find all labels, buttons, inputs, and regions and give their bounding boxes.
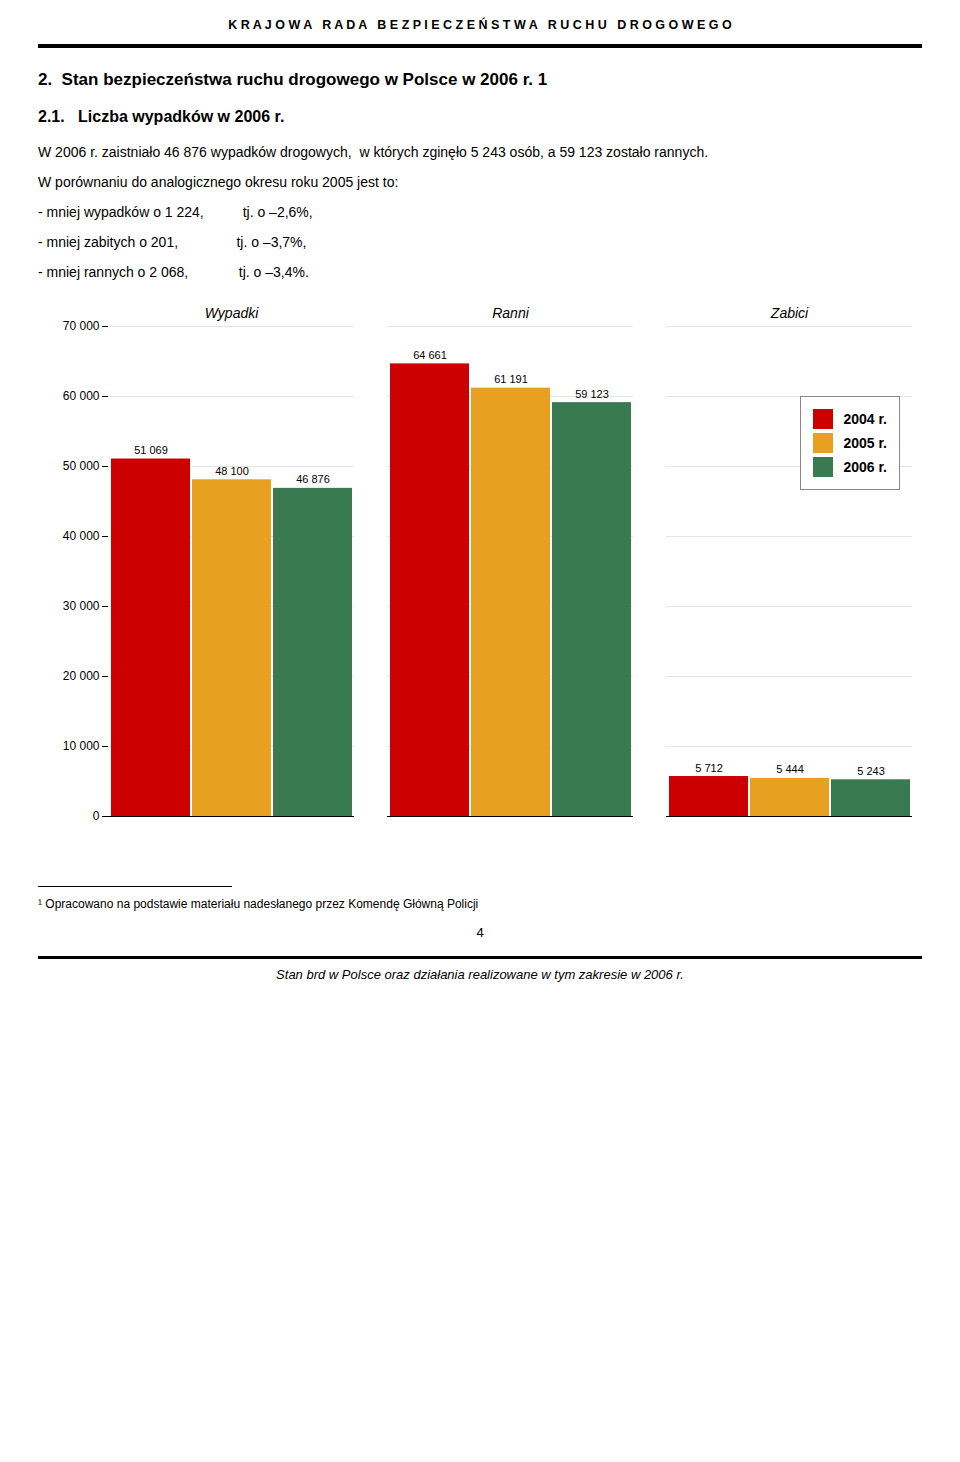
svg-text:Ranni: Ranni [492,305,529,321]
html-text:- mniej wypadków o 1 224, tj.: - mniej wypadków o 1 224, tj. o –2,6%, [38,204,313,220]
html-text:- mniej rannych o 2 068, tj. o: - mniej rannych o 2 068, tj. o –3,4%. [38,264,309,280]
html-text:W 2006 r. zaistniało 46 876 wy: W 2006 r. zaistniało 46 876 wypadków dro… [38,144,709,160]
svg-text:59 123: 59 123 [575,388,609,400]
svg-text:50 000: 50 000 [63,459,100,473]
svg-text:30 000: 30 000 [63,599,100,613]
svg-text:40 000: 40 000 [63,529,100,543]
html-text:2004 r.: 2004 r. [843,411,887,427]
html-text:2.1. Liczba wypadków w 2006 r.: 2.1. Liczba wypadków w 2006 r. [38,108,285,125]
svg-text:5 444: 5 444 [776,763,804,775]
svg-text:51 069: 51 069 [134,444,168,456]
svg-text:46 876: 46 876 [296,473,330,485]
html-text:K R A J O W A R A D A B E Z P: K R A J O W A R A D A B E Z P I E C Z E … [228,18,732,32]
svg-text:48 100: 48 100 [215,465,249,477]
html-text:¹ Opracowano na podstawie mate: ¹ Opracowano na podstawie materiału nade… [38,897,479,911]
html-text:W porównaniu do analogicznego: W porównaniu do analogicznego okresu rok… [38,174,399,190]
html-text:Stan brd w Polsce oraz działan: Stan brd w Polsce oraz działania realizo… [276,967,684,982]
svg-text:Wypadki: Wypadki [205,305,260,321]
svg-text:5 243: 5 243 [857,765,885,777]
svg-text:20 000: 20 000 [63,669,100,683]
html-text:2. Stan bezpieczeństwa ruchu d: 2. Stan bezpieczeństwa ruchu drogowego w… [38,70,548,89]
svg-text:5 712: 5 712 [695,762,723,774]
html-text:4: 4 [476,925,484,940]
svg-text:0: 0 [93,809,100,823]
svg-text:61 191: 61 191 [494,373,528,385]
svg-text:70 000: 70 000 [63,319,100,333]
svg-text:60 000: 60 000 [63,389,100,403]
html-text:2005 r.: 2005 r. [843,435,887,451]
svg-text:64 661: 64 661 [413,349,447,361]
html-text:- mniej zabitych o 201, tj. o: - mniej zabitych o 201, tj. o –3,7%, [38,234,307,250]
svg-text:Zabici: Zabici [770,305,809,321]
svg-text:10 000: 10 000 [63,739,100,753]
html-text:2006 r.: 2006 r. [843,459,887,475]
